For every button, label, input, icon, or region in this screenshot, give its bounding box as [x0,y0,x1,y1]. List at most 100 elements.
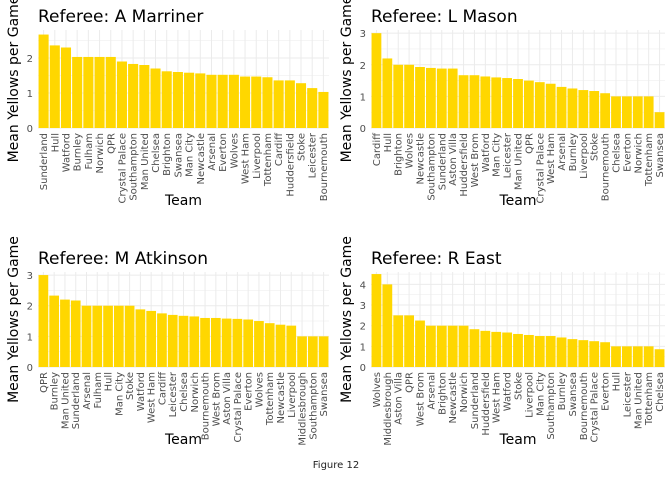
x-tick-label: QPR [524,133,535,154]
bar [469,75,480,128]
x-tick-label: Man United [60,372,71,429]
figure-caption: Figure 12 [312,460,360,471]
x-tick-label: Cardiff [157,371,168,405]
y-tick-label: 3 [27,271,33,282]
bar [273,80,284,128]
bar [307,88,318,128]
bar [103,305,113,367]
x-tick-label: Tottenham [263,133,274,187]
x-tick-label: Newcastle [448,372,459,424]
bar [404,64,415,128]
bar [243,319,254,367]
x-tick-label: Tottenham [644,372,655,426]
x-tick-label: Cardiff [372,132,383,166]
x-tick-label: Wolves [405,133,416,168]
bar [589,91,600,128]
y-tick-label: 1 [360,342,366,353]
bar [38,275,49,367]
x-tick-label: Wolves [229,133,240,168]
x-tick-label: Watford [503,372,514,411]
bar [284,80,295,128]
x-tick-label: West Ham [147,372,158,423]
x-tick-label: Chelsea [151,133,162,173]
bar [217,74,228,128]
bar [264,323,275,367]
x-tick-label: Middlesbrough [298,372,309,446]
bar [307,336,318,367]
x-axis-label: Team [498,432,536,448]
x-tick-label: Arsenal [207,133,218,171]
x-tick-label: QPR [39,372,50,393]
x-tick-label: Cardiff [274,132,285,166]
x-tick-label: Leicester [503,132,514,178]
x-tick-label: Fulham [84,133,95,170]
bar [210,317,221,367]
bar [545,83,556,128]
x-tick-label: Sunderland [470,372,481,429]
x-tick-label: Tottenham [644,133,655,187]
bar [600,342,611,367]
bar [578,90,589,128]
x-tick-label: Watford [61,133,72,172]
x-tick-label: Crystal Palace [535,133,546,204]
x-tick-label: Burnley [557,372,568,410]
bar [240,76,251,128]
bar [206,74,217,128]
bar [189,316,200,367]
y-tick-label: 3 [360,301,366,312]
bar [502,332,513,367]
x-tick-label: Tottenham [265,372,276,426]
bar [415,320,425,367]
x-tick-label: Burnley [568,133,579,171]
bar [611,346,621,367]
bar [318,91,329,128]
x-tick-label: Sunderland [437,133,448,190]
x-tick-label: Southampton [308,372,319,440]
y-tick-label: 1 [360,92,366,103]
bar [128,63,139,129]
bar [382,284,393,367]
bar [161,71,172,128]
bar [545,336,556,367]
x-tick-label: Man City [185,133,196,177]
x-tick-label: Brighton [394,133,405,176]
x-tick-label: Arsenal [82,372,93,410]
x-axis-label: Team [164,432,202,448]
bar [371,274,382,367]
bar [491,77,502,128]
x-tick-label: Man City [535,372,546,416]
x-tick-label: West Brom [416,372,427,426]
x-tick-label: Liverpool [252,133,263,179]
bar [654,349,665,367]
bar [534,336,545,367]
bar [178,315,189,367]
bar [513,79,523,128]
x-tick-label: Newcastle [276,372,287,424]
chart-title: Referee: M Atkinson [38,249,208,269]
chart-title: Referee: L Mason [371,7,518,27]
x-tick-label: Sunderland [39,133,50,190]
bar [135,309,146,367]
bar [221,318,232,367]
bar [458,325,469,367]
bar [105,56,116,129]
bar [49,295,60,367]
bar [286,325,297,367]
bar [232,318,243,367]
bar [297,336,307,367]
bar [38,34,49,128]
y-tick-label: 1 [27,332,33,343]
bar [94,56,105,129]
bar [556,337,567,367]
bar [393,315,404,367]
y-tick-label: 0 [27,124,33,135]
x-tick-label: Liverpool [287,372,298,418]
x-tick-label: Everton [218,133,229,172]
x-tick-label: Swansea [568,372,579,416]
x-tick-label: Bournemouth [201,372,212,440]
bar [578,340,589,367]
y-axis-label: Mean Yellows per Game [339,236,355,403]
bar [458,75,469,128]
